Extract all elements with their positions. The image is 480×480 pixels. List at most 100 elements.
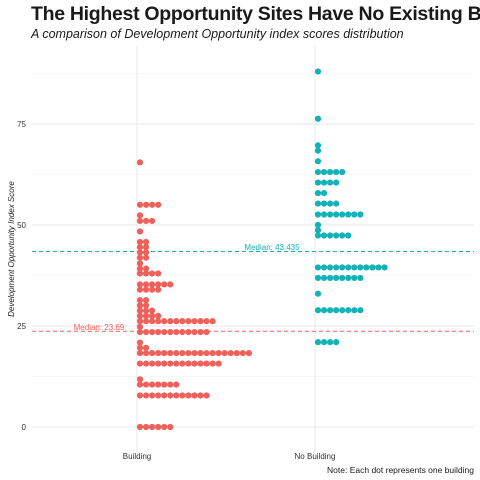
data-dot [191,360,198,367]
data-dot [185,349,192,357]
data-dot [136,302,144,309]
data-dot [167,281,174,288]
data-dot [142,201,150,208]
data-dot [155,312,162,319]
data-dot [142,249,150,256]
data-dot [327,339,334,346]
data-dot [142,423,150,431]
data-dot [136,297,144,304]
data-dot [149,381,156,388]
data-dot [155,286,162,293]
data-dot [155,270,162,277]
data-dot [314,274,322,282]
data-dot [142,344,150,351]
data-dot [191,318,198,325]
data-dot [149,312,156,319]
data-dot [173,381,180,388]
data-dot [179,392,186,399]
data-dot [339,274,346,282]
data-dot [136,286,144,293]
data-dot [167,318,174,325]
data-dot [155,318,162,325]
data-dot [333,168,340,176]
median-label: Median: 23.69 [74,323,125,332]
data-dot [327,274,334,282]
data-dot [136,349,144,357]
data-dot [320,168,328,176]
data-dot [203,360,210,367]
data-dot [185,328,192,336]
data-dot [185,318,192,325]
data-dot [161,392,168,399]
y-axis-label: Development Opportunity Index Score [7,181,16,317]
data-dot [149,201,156,208]
data-dot [314,221,322,229]
data-dot [136,212,144,219]
data-dot [173,392,180,399]
data-dot [142,297,150,304]
data-dot [136,312,144,319]
data-dot [142,302,150,309]
data-dot [173,328,180,336]
data-dot [161,281,168,288]
data-dot [136,201,144,208]
data-dot [333,232,340,239]
data-dot [136,328,144,336]
data-dot [197,349,204,357]
data-dot [173,318,180,325]
chart-note: Note: Each dot represents one building [327,465,474,475]
data-dot [245,349,252,357]
data-dot [142,360,150,367]
data-dot [136,423,144,431]
data-dot [136,318,144,325]
data-dot [167,360,174,367]
axes: 0 25 50 75 Building No Building Development Op… [7,120,335,461]
data-dot [142,286,150,293]
data-dot [149,328,156,336]
data-dot [357,274,364,282]
data-dot [320,274,328,282]
series-no-building [314,68,388,346]
data-dot [136,323,144,330]
data-dot [197,318,204,325]
data-dot [136,249,144,256]
data-dot [203,328,210,336]
data-dot [161,328,168,336]
data-dot [345,211,352,218]
data-dot [351,307,358,314]
data-dot [351,211,358,218]
data-dot [142,281,150,288]
data-dot [167,381,174,388]
data-dot [345,232,352,239]
data-dot [327,264,334,271]
data-dot [149,217,156,225]
data-dot [161,360,168,367]
data-dot [333,307,340,314]
y-tick-label: 50 [17,221,26,230]
data-dot [203,318,210,325]
data-dot [142,392,150,399]
data-dot [173,360,180,367]
x-tick-label: Building [123,452,151,461]
data-dot [167,349,174,357]
data-dot [339,211,346,218]
data-dot [209,349,216,357]
data-dot [191,328,198,336]
data-dot [149,318,156,325]
data-dot [161,349,168,357]
data-dot [314,264,322,271]
x-tick-label: No Building [295,452,336,461]
data-dot [149,423,156,431]
data-dot [327,200,334,207]
median-lines: Median: 23.69 Median: 43.435 [32,243,474,332]
data-dot [327,232,334,239]
data-dot [339,307,346,314]
data-dot [155,381,162,388]
data-dot [179,318,186,325]
data-dot [155,423,162,431]
data-dot [149,392,156,399]
data-dot [381,264,388,271]
data-dot [314,290,322,297]
data-dot [142,265,150,272]
